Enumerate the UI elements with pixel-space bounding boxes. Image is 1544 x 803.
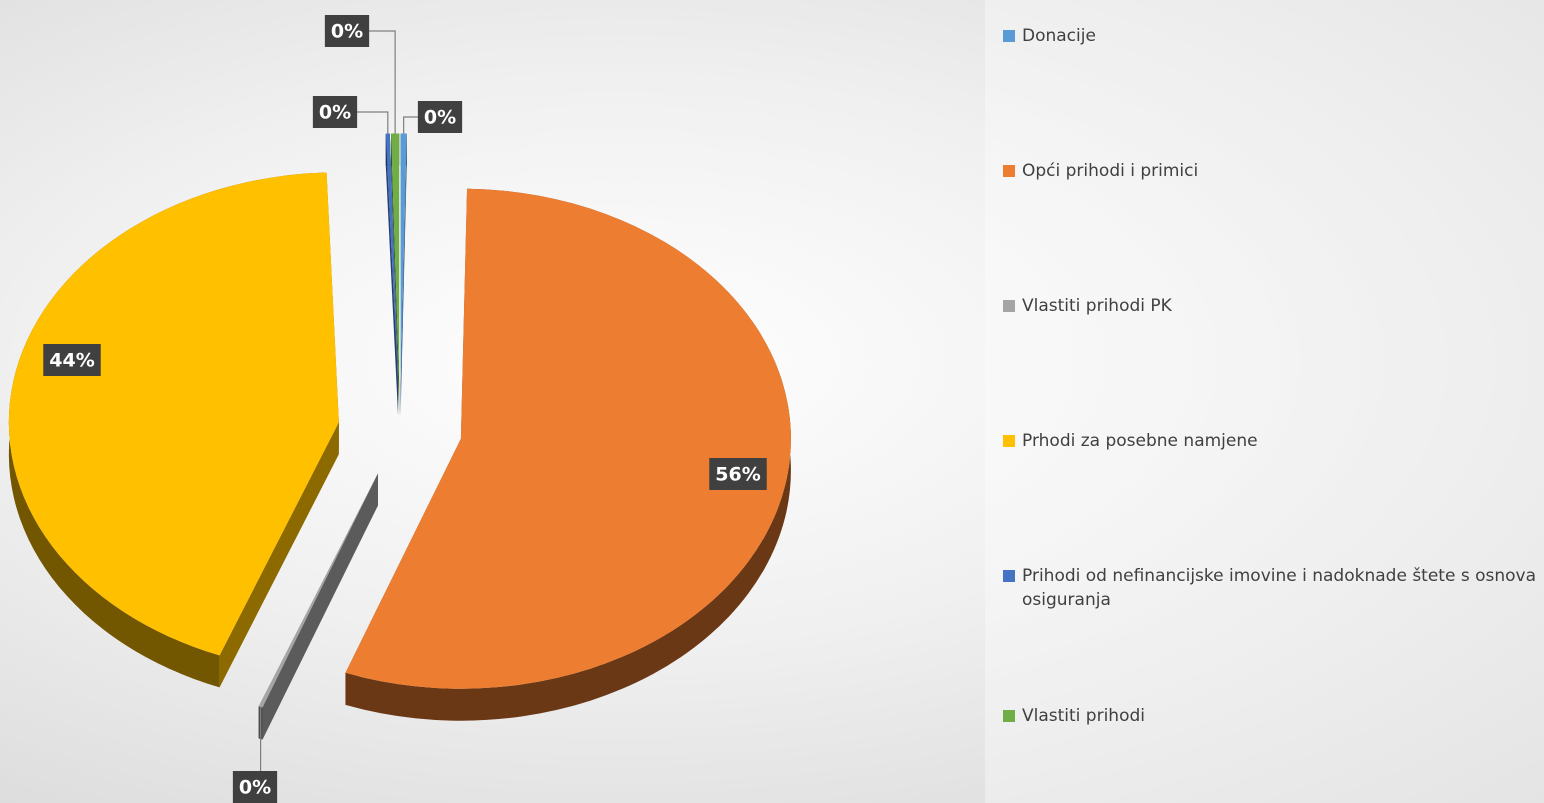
legend: Donacije Opći prihodi i primici Vlastiti p… [985, 0, 1544, 803]
data-label-box [43, 344, 101, 376]
slice-wall [391, 133, 400, 416]
slice-wall [400, 133, 407, 416]
data-label: 44% [43, 344, 101, 376]
legend-item: Prhodi za posebne namjene [1003, 429, 1538, 453]
data-label-box [709, 458, 767, 490]
legend-label: Vlastiti prihodi PK [1022, 296, 1172, 316]
slice [345, 188, 791, 689]
legend-label: Prihodi od nefinancijske imovine i nadok… [1022, 566, 1537, 610]
legend-swatch [1003, 570, 1015, 582]
legend-item: Donacije [1003, 24, 1538, 48]
data-label-text: 0% [424, 107, 456, 129]
slice-tops [8, 133, 791, 708]
data-label-text: 44% [49, 350, 94, 372]
legend-swatch [1003, 165, 1015, 177]
data-label: 0% [417, 101, 463, 133]
legend-item: Prihodi od nefinancijske imovine i nadok… [1003, 564, 1538, 612]
legend-item: Vlastiti prihodi PK [1003, 294, 1538, 318]
data-label-box [312, 96, 358, 128]
slice-wall [258, 473, 378, 739]
legend-label: Vlastiti prihodi [1022, 706, 1146, 726]
slice [258, 473, 378, 708]
data-label-text: 0% [319, 102, 351, 124]
data-label-box [417, 101, 463, 133]
slice [385, 133, 399, 384]
slice [8, 172, 339, 656]
data-label-box [232, 771, 278, 803]
legend-item: Vlastiti prihodi [1003, 704, 1538, 728]
slice-wall [385, 133, 399, 416]
slice [400, 133, 407, 384]
legend-swatch [1003, 30, 1015, 42]
chart: 0% 56% 0% 44% 0% 0% [8, 15, 791, 803]
data-label-text: 56% [715, 464, 760, 486]
legend-item: Opći prihodi i primici [1003, 159, 1538, 183]
legend-swatch [1003, 300, 1015, 312]
legend-swatch [1003, 435, 1015, 447]
legend-swatch [1003, 710, 1015, 722]
data-label: 56% [709, 458, 767, 490]
data-label-box [324, 15, 370, 47]
slice [391, 133, 400, 384]
data-label: 0% [312, 96, 358, 128]
legend-label: Donacije [1022, 26, 1096, 46]
data-label-text: 0% [331, 21, 363, 43]
legend-label: Opći prihodi i primici [1022, 161, 1199, 181]
data-label: 0% [324, 15, 370, 47]
slice-wall [219, 422, 339, 688]
legend-label: Prhodi za posebne namjene [1022, 431, 1258, 451]
data-label-text: 0% [239, 777, 271, 799]
data-label: 0% [232, 771, 278, 803]
